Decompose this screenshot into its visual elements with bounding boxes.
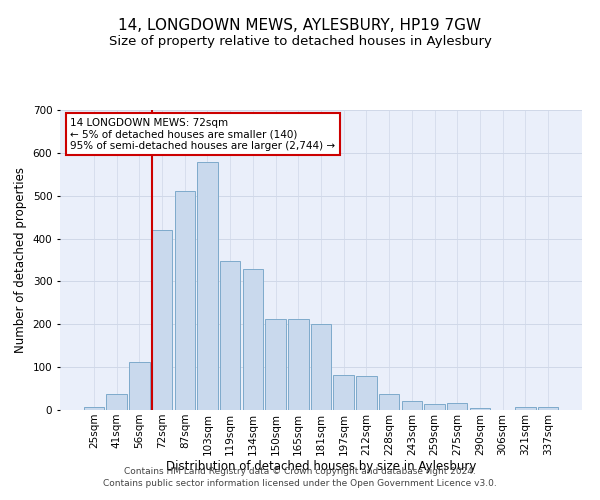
- X-axis label: Distribution of detached houses by size in Aylesbury: Distribution of detached houses by size …: [166, 460, 476, 473]
- Bar: [288, 319, 308, 410]
- Bar: [152, 230, 172, 410]
- Bar: [447, 403, 467, 410]
- Bar: [470, 408, 490, 410]
- Bar: [538, 406, 558, 410]
- Y-axis label: Number of detached properties: Number of detached properties: [14, 167, 27, 353]
- Bar: [401, 400, 422, 410]
- Bar: [334, 375, 354, 410]
- Text: Contains HM Land Registry data © Crown copyright and database right 2024.
Contai: Contains HM Land Registry data © Crown c…: [103, 466, 497, 487]
- Bar: [175, 192, 195, 410]
- Bar: [379, 394, 400, 410]
- Bar: [84, 406, 104, 410]
- Bar: [515, 407, 536, 410]
- Bar: [242, 268, 263, 410]
- Bar: [129, 362, 149, 410]
- Text: 14 LONGDOWN MEWS: 72sqm
← 5% of detached houses are smaller (140)
95% of semi-de: 14 LONGDOWN MEWS: 72sqm ← 5% of detached…: [70, 118, 335, 150]
- Bar: [424, 404, 445, 410]
- Text: 14, LONGDOWN MEWS, AYLESBURY, HP19 7GW: 14, LONGDOWN MEWS, AYLESBURY, HP19 7GW: [118, 18, 482, 32]
- Bar: [265, 318, 286, 410]
- Bar: [311, 324, 331, 410]
- Bar: [197, 162, 218, 410]
- Bar: [106, 394, 127, 410]
- Bar: [220, 261, 241, 410]
- Bar: [356, 376, 377, 410]
- Text: Size of property relative to detached houses in Aylesbury: Size of property relative to detached ho…: [109, 35, 491, 48]
